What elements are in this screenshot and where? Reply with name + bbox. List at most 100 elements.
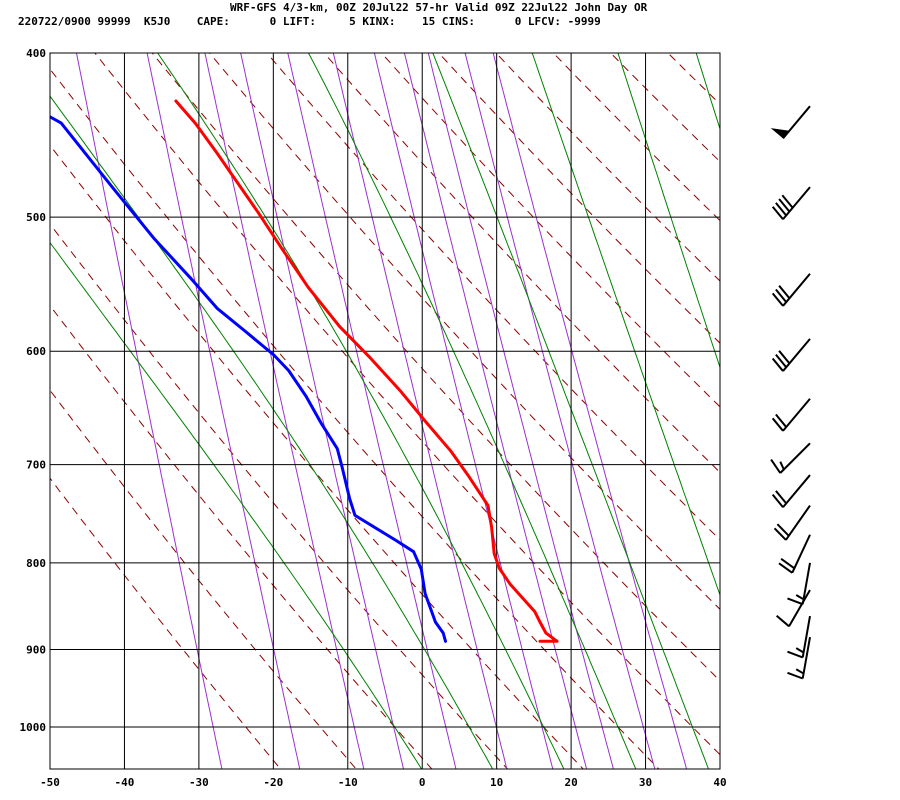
wind-barb-feather (780, 557, 795, 570)
wind-barb-staff (801, 615, 811, 658)
wind-barb-feather (778, 350, 791, 365)
pressure-tick-label: 400 (26, 47, 46, 60)
pressure-tick-label: 1000 (20, 721, 47, 734)
wind-barb-feather (787, 671, 804, 680)
mixing-ratio-line (464, 53, 656, 769)
wind-barb-feather (787, 650, 804, 659)
moist-adiabat-line (758, 15, 900, 770)
dry-adiabat-line (495, 53, 720, 282)
temperature-axis-labels: -50 -40 -30 -20 -10 0 10 20 30 40 (40, 776, 727, 789)
moist-adiabat-line (617, 53, 720, 369)
wind-barb-feather (795, 594, 805, 601)
mixing-ratio-line (240, 53, 405, 769)
wind-barb-feather (775, 413, 787, 428)
mixing-ratio-line (492, 53, 688, 769)
temperature-tick-label: 0 (419, 776, 426, 789)
pressure-tick-label: 700 (26, 459, 46, 472)
wind-barb (771, 398, 811, 432)
wind-barb (770, 442, 811, 474)
mixing-ratio-line (403, 53, 588, 769)
wind-barb-feather (771, 417, 784, 432)
wind-barb-feather (775, 490, 787, 505)
wind-barb-staff (788, 589, 811, 627)
wind-barb-feather (795, 668, 805, 675)
dry-adiabat-line (687, 15, 900, 770)
isopleth-lines (50, 15, 900, 770)
temperature-tick-label: 30 (639, 776, 652, 789)
temperature-tick-label: -20 (263, 776, 283, 789)
moist-adiabat-line (432, 53, 710, 769)
wind-barb-feather (775, 288, 787, 303)
plot-frame (49, 52, 721, 770)
temperature-tick-label: -10 (338, 776, 358, 789)
dry-adiabat-line (208, 53, 720, 611)
wind-barb (770, 105, 811, 140)
wind-barb-staff (801, 636, 811, 679)
mixing-ratio-line (287, 53, 457, 769)
dry-adiabat-line (799, 15, 900, 770)
temperature-tick-label: 10 (490, 776, 503, 789)
wind-barb-feather (778, 285, 791, 299)
mixing-ratio-line (75, 53, 223, 769)
wind-barb-feather (771, 494, 784, 508)
wind-barb-feather (771, 357, 784, 372)
wind-barb-feather (776, 523, 790, 537)
wind-barb-feather (778, 198, 791, 213)
pressure-axis-labels: 400 500 600 700 800 900 1000 (20, 47, 47, 734)
wind-barb-feather (795, 647, 805, 654)
mixing-ratio-line (204, 53, 365, 769)
wind-barb (775, 589, 811, 628)
moist-adiabat-line (50, 241, 423, 769)
chart-title: WRF-GFS 4/3-km, 00Z 20Jul22 57-hr Valid … (230, 1, 648, 14)
wind-barb-staff (782, 105, 811, 140)
wind-barb-feather (775, 614, 790, 628)
temperature-tick-label: -50 (40, 776, 60, 789)
grid-lines (50, 52, 720, 769)
dry-adiabat-line (50, 389, 357, 769)
wind-barbs (770, 105, 811, 680)
wind-barb-feather (775, 202, 787, 217)
wind-barb-staff (782, 398, 811, 432)
wind-barb (787, 562, 811, 606)
mixing-ratio-line (373, 53, 554, 769)
wind-barb-feather (779, 461, 785, 470)
wind-barb (787, 636, 811, 680)
wind-barb (778, 534, 811, 574)
pressure-tick-label: 900 (26, 643, 46, 656)
wind-barb (771, 338, 811, 372)
wind-barb-staff (782, 186, 811, 220)
dry-adiabat-line (50, 68, 660, 769)
wind-barb-staff (782, 273, 811, 307)
dewpoint-trace (50, 115, 447, 643)
dry-adiabat-line (323, 53, 720, 474)
wind-barb-feather (771, 292, 784, 307)
wind-barb-feather (787, 597, 804, 606)
moist-adiabat-line (531, 53, 720, 597)
dry-adiabat-line (743, 15, 900, 770)
wind-barb-feather (775, 354, 787, 368)
wind-barb (771, 474, 811, 508)
wind-barb (787, 615, 811, 659)
temperature-tick-label: -40 (115, 776, 135, 789)
station-indices-line: 220722/0900 99999 K5J0 CAPE: 0 LIFT: 5 K… (18, 15, 601, 28)
wind-barb-staff (791, 534, 811, 574)
dry-adiabat-line (50, 223, 509, 769)
mixing-ratio-line (427, 53, 614, 769)
wind-barb-pennant (770, 128, 790, 139)
mixing-ratio-line (332, 53, 508, 769)
moist-adiabat-line (50, 95, 494, 769)
dry-adiabat-line (50, 144, 584, 769)
wind-barb-feather (773, 527, 787, 541)
wind-barb-staff (782, 338, 811, 372)
wind-barb-staff (782, 474, 811, 508)
moist-adiabat-line (156, 53, 565, 769)
dry-adiabat-line (50, 477, 282, 769)
pressure-tick-label: 600 (26, 345, 46, 358)
moist-adiabat-line (307, 53, 637, 769)
pressure-tick-label: 500 (26, 211, 46, 224)
wind-barb-staff (779, 442, 811, 474)
temperature-trace (174, 99, 559, 643)
temperature-tick-label: 20 (564, 776, 577, 789)
wind-barb-staff (785, 504, 811, 541)
